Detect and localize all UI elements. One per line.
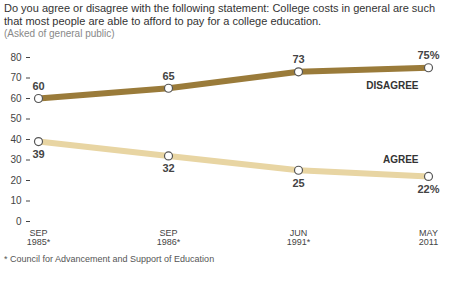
svg-text:SEP1986*: SEP1986* xyxy=(157,228,181,247)
svg-text:65: 65 xyxy=(162,70,174,82)
svg-text:70: 70 xyxy=(10,72,22,83)
svg-text:40: 40 xyxy=(10,134,22,145)
svg-text:50: 50 xyxy=(10,113,22,124)
svg-text:60: 60 xyxy=(32,80,44,92)
svg-text:MAY2011: MAY2011 xyxy=(419,228,438,247)
svg-text:SEP1985*: SEP1985* xyxy=(27,228,51,247)
html-text:(Asked of general public): (Asked of general public) xyxy=(4,28,115,39)
svg-text:JUN1991*: JUN1991* xyxy=(287,228,311,247)
svg-text:25: 25 xyxy=(292,177,304,189)
svg-text:0: 0 xyxy=(16,216,22,227)
svg-text:DISAGREE: DISAGREE xyxy=(366,80,419,91)
svg-text:10: 10 xyxy=(10,195,22,206)
svg-text:73: 73 xyxy=(292,53,304,65)
svg-text:75%: 75% xyxy=(417,49,439,61)
svg-text:30: 30 xyxy=(10,154,22,165)
svg-text:80: 80 xyxy=(10,52,22,63)
svg-text:20: 20 xyxy=(10,175,22,186)
svg-text:39: 39 xyxy=(32,148,44,160)
svg-text:22%: 22% xyxy=(417,183,439,195)
html-text:* Council for Advancement and: * Council for Advancement and Support of… xyxy=(4,254,215,264)
svg-text:AGREE: AGREE xyxy=(383,154,419,165)
svg-text:32: 32 xyxy=(162,162,174,174)
html-text:Do you agree or disagree with: Do you agree or disagree with the follow… xyxy=(4,2,436,27)
svg-text:60: 60 xyxy=(10,93,22,104)
